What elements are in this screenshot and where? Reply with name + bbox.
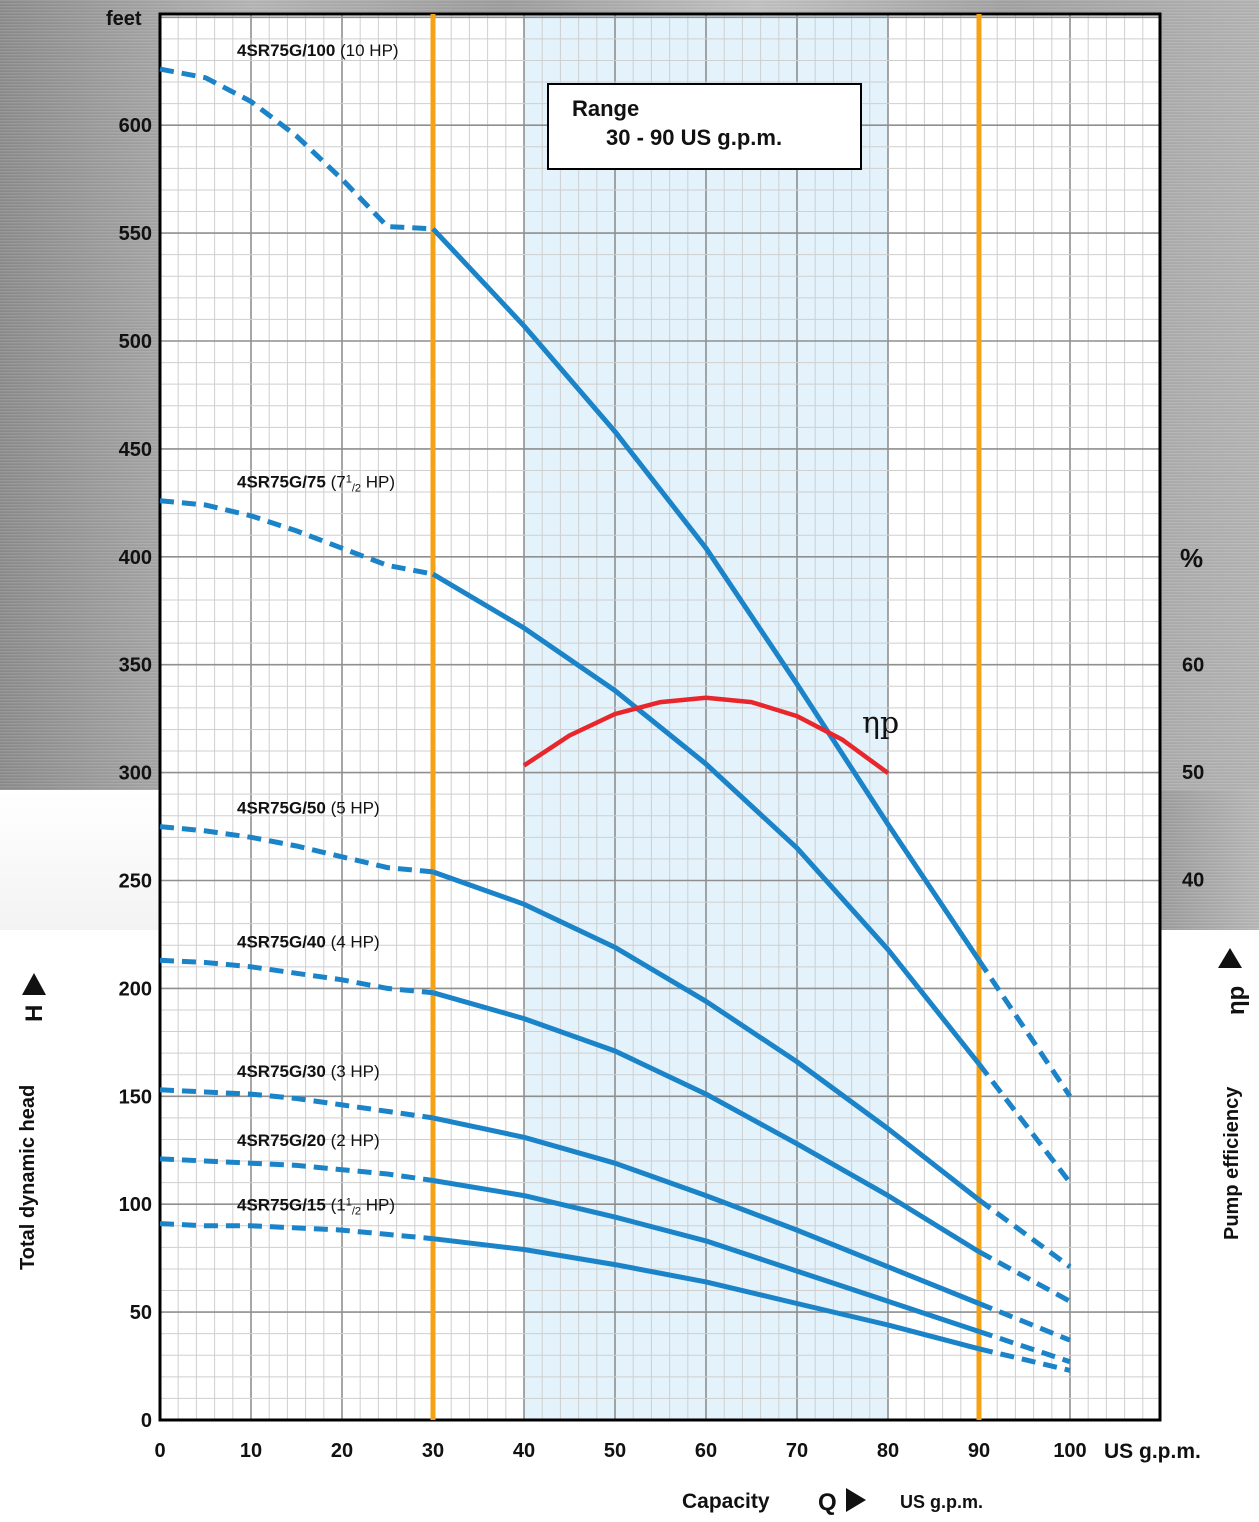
efficiency-curve-label: ηp <box>862 706 899 741</box>
y-tick-label: 300 <box>119 763 152 785</box>
brushed-metal-background-right <box>1160 790 1259 930</box>
pump-curve-label: 4SR75G/100 (10 HP) <box>237 41 399 60</box>
pump-curve-dashed-start <box>159 1156 434 1183</box>
pump-curve-solid <box>432 1178 980 1334</box>
pump-curve-label: 4SR75G/40 (4 HP) <box>237 932 380 951</box>
y-tick-label: 250 <box>119 871 152 893</box>
x-tick-label: 60 <box>695 1440 717 1462</box>
pump-curve-label: 4SR75G/75 (71/2 HP) <box>237 473 395 495</box>
y2-unit-label: % <box>1180 543 1203 573</box>
y-tick-label: 50 <box>130 1302 152 1324</box>
y-tick-label: 600 <box>119 115 152 137</box>
pump-curve-dashed-end <box>978 1301 1071 1343</box>
y-tick-label: 550 <box>119 223 152 245</box>
pump-curve-solid <box>432 1115 980 1306</box>
y2-tick-label: 50 <box>1182 762 1204 784</box>
y2-axis-arrow-icon <box>1218 948 1242 968</box>
x-axis-arrow-icon <box>846 1488 866 1512</box>
x-tick-label: 40 <box>513 1440 535 1462</box>
y-tick-label: 500 <box>119 331 152 353</box>
pump-curve-dashed-start <box>159 1221 434 1242</box>
y-tick-label: 0 <box>141 1410 152 1432</box>
range-title: Range <box>572 96 639 121</box>
y-unit-label: feet <box>106 8 142 30</box>
pump-curve-solid <box>432 869 981 1202</box>
efficiency-curve <box>522 695 890 775</box>
pump-curve-label: 4SR75G/20 (2 HP) <box>237 1131 380 1150</box>
pump-curve-label: 4SR75G/15 (11/2 HP) <box>237 1196 395 1218</box>
range-text: 30 - 90 US g.p.m. <box>606 125 782 150</box>
pump-curve-label: 4SR75G/50 (5 HP) <box>237 799 380 818</box>
pump-curve-dashed-end <box>977 1249 1072 1304</box>
pump-curve-dashed-end <box>978 1329 1071 1365</box>
pump-curve-dashed-start <box>159 498 434 577</box>
y-axis-arrow-icon <box>22 973 46 995</box>
pump-curve-solid <box>432 1236 980 1352</box>
y-tick-label: 350 <box>119 655 152 677</box>
x-tick-label: 20 <box>331 1440 353 1462</box>
x-tick-label: 100 <box>1053 1440 1086 1462</box>
pump-curve-label: 4SR75G/30 (3 HP) <box>237 1062 380 1081</box>
y-axis-label: Total dynamic head <box>17 1085 39 1270</box>
y2-axis-label: Pump efficiency <box>1221 1086 1243 1240</box>
x-tick-label: 10 <box>240 1440 262 1462</box>
pump-curve-dashed-end <box>978 1346 1071 1373</box>
pump-curve-dashed-start <box>159 1087 434 1121</box>
y-tick-label: 450 <box>119 439 152 461</box>
background-panel <box>0 790 160 930</box>
pump-curve-dashed-start <box>159 66 434 232</box>
x-tick-label: 0 <box>154 1440 165 1462</box>
y-tick-label: 100 <box>119 1194 152 1216</box>
y-tick-label: 400 <box>119 547 152 569</box>
x-tick-label: 80 <box>877 1440 899 1462</box>
pump-curve-solid <box>431 571 981 1066</box>
plot-frame <box>158 12 1162 1422</box>
pump-curve-dashed-end <box>976 958 1073 1098</box>
x-unit-label: US g.p.m. <box>1104 1440 1201 1463</box>
y2-tick-label: 40 <box>1182 870 1204 892</box>
y-tick-label: 150 <box>119 1086 152 1108</box>
y-axis-symbol: H <box>21 1005 48 1022</box>
y2-axis-symbol: ηp <box>1223 986 1250 1015</box>
x-tick-label: 90 <box>968 1440 990 1462</box>
range-box <box>547 83 862 170</box>
y-tick-label: 200 <box>119 978 152 1000</box>
x-tick-label: 50 <box>604 1440 626 1462</box>
x-axis-unit: US g.p.m. <box>900 1492 983 1512</box>
pump-curve-dashed-end <box>977 1062 1072 1185</box>
pump-curve-dashed-start <box>159 824 434 875</box>
pump-curve-solid <box>431 227 982 962</box>
y2-tick-label: 60 <box>1182 655 1204 677</box>
x-axis-symbol: Q <box>818 1489 837 1516</box>
pump-curve-dashed-start <box>159 957 434 996</box>
pump-curve-solid <box>432 990 981 1254</box>
x-tick-label: 70 <box>786 1440 808 1462</box>
x-tick-label: 30 <box>422 1440 444 1462</box>
pump-curve-dashed-end <box>977 1197 1072 1269</box>
x-axis-label: Capacity <box>682 1490 770 1513</box>
